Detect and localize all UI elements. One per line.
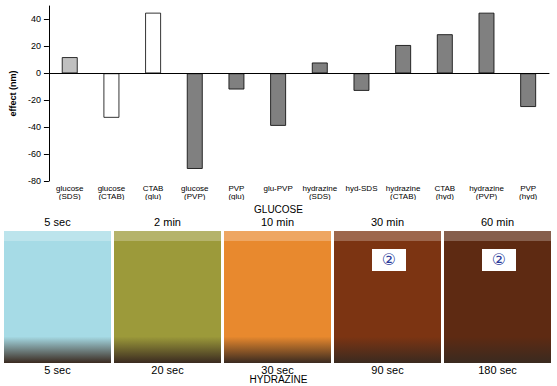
html-text:②: ② <box>381 250 397 269</box>
svg-text:hydrazine: hydrazine <box>469 183 504 193</box>
html-text:②: ② <box>491 250 507 269</box>
html-text:180 sec: 180 sec <box>478 364 517 376</box>
svg-text:glucose: glucose <box>181 183 209 193</box>
html-text:10 min: 10 min <box>261 216 294 228</box>
svg-text:glucose: glucose <box>97 183 126 193</box>
svg-text:glu-PVP: glu-PVP <box>263 184 292 193</box>
svg-text:(SDS): (SDS) <box>59 192 81 201</box>
svg-text:(PVP): (PVP) <box>476 192 498 201</box>
html-text:20 sec: 20 sec <box>151 364 184 376</box>
svg-text:PVP: PVP <box>228 183 245 193</box>
html-text:90 sec: 90 sec <box>371 364 404 376</box>
svg-text:hyd-SDS: hyd-SDS <box>345 184 377 193</box>
html-text:5 sec: 5 sec <box>44 216 71 228</box>
html-text:30 sec: 30 sec <box>261 364 294 376</box>
svg-text:hydrazine: hydrazine <box>302 183 338 193</box>
html-text:60 min: 60 min <box>481 216 514 228</box>
svg-text:(hyd): (hyd) <box>519 192 538 201</box>
svg-text:40: 40 <box>31 14 41 24</box>
svg-text:CTAB: CTAB <box>142 183 164 193</box>
svg-text:glucose: glucose <box>56 183 84 193</box>
svg-text:20: 20 <box>31 41 41 51</box>
html-text:2 min: 2 min <box>154 216 181 228</box>
svg-text:(CTAB): (CTAB) <box>390 192 416 201</box>
svg-text:CTAB: CTAB <box>434 183 456 193</box>
svg-text:(SDS): (SDS) <box>309 192 331 201</box>
html-text:GLUCOSE: GLUCOSE <box>254 204 303 215</box>
svg-text:(hyd): (hyd) <box>436 192 455 201</box>
svg-text:(PVP): (PVP) <box>184 192 206 201</box>
svg-text:(CTAB): (CTAB) <box>98 192 124 201</box>
html-text:HYDRAZINE: HYDRAZINE <box>249 374 308 385</box>
svg-text:-80: -80 <box>28 176 41 186</box>
html-text:30 min: 30 min <box>371 216 404 228</box>
svg-text:(glu): (glu) <box>228 192 244 201</box>
svg-text:effect (nm): effect (nm) <box>8 70 18 116</box>
svg-text:PVP: PVP <box>520 183 537 193</box>
svg-text:-20: -20 <box>28 95 41 105</box>
svg-text:0: 0 <box>36 68 41 78</box>
svg-text:(glu): (glu) <box>145 192 161 201</box>
html-text:5 sec: 5 sec <box>44 364 71 376</box>
svg-text:-60: -60 <box>28 149 41 159</box>
svg-text:-40: -40 <box>28 122 41 132</box>
svg-text:hydrazine: hydrazine <box>385 183 421 193</box>
